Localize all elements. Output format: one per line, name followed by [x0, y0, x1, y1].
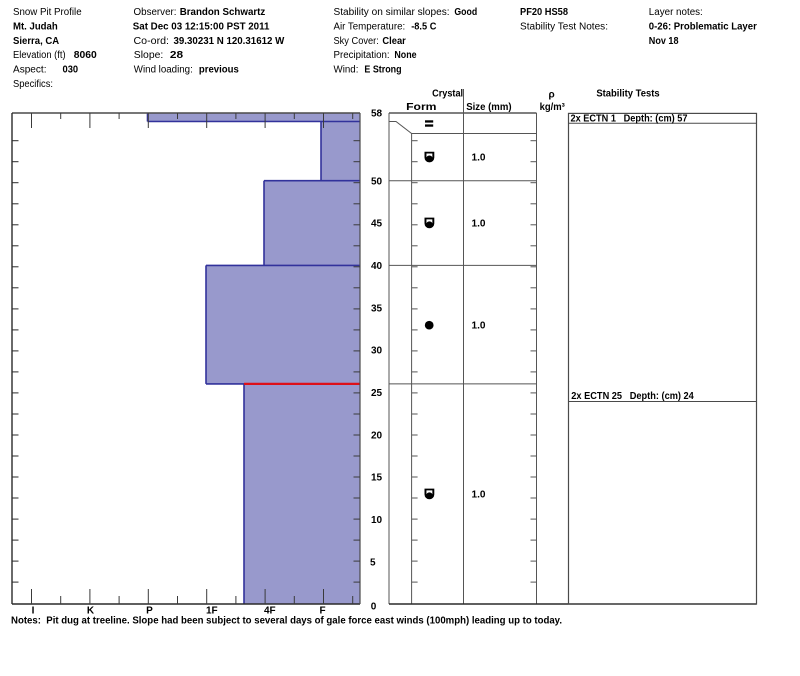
- svg-text:2x ECTN 1 Depth: (cm) 57: 2x ECTN 1 Depth: (cm) 57: [571, 113, 688, 124]
- svg-text:30: 30: [371, 346, 383, 357]
- svg-text:Co-ord:: Co-ord:: [134, 36, 170, 47]
- svg-text:Air Temperature:: Air Temperature:: [334, 22, 406, 33]
- svg-text:Brandon Schwartz: Brandon Schwartz: [180, 7, 266, 18]
- svg-text:15: 15: [371, 473, 383, 484]
- svg-text:Sierra, CA: Sierra, CA: [13, 36, 59, 47]
- svg-text:Mt. Judah: Mt. Judah: [13, 22, 58, 33]
- svg-text:8060: 8060: [74, 50, 97, 61]
- svg-text:58: 58: [371, 109, 383, 120]
- svg-text:Wind:: Wind:: [334, 65, 359, 76]
- svg-text:kg/m³: kg/m³: [540, 102, 566, 113]
- svg-text:40: 40: [371, 261, 383, 272]
- svg-text:Elevation (ft): Elevation (ft): [13, 50, 66, 61]
- svg-text:Aspect:: Aspect:: [13, 65, 47, 76]
- svg-text:1.0: 1.0: [472, 219, 486, 230]
- svg-text:Precipitation:: Precipitation:: [334, 50, 390, 61]
- svg-text:E Strong: E Strong: [364, 65, 401, 76]
- svg-text:Stability on similar slopes:: Stability on similar slopes:: [334, 7, 450, 18]
- svg-text:Stability Tests: Stability Tests: [596, 88, 660, 99]
- svg-text:Snow Pit Profile: Snow Pit Profile: [13, 7, 82, 18]
- svg-text:20: 20: [371, 430, 383, 441]
- svg-text:Nov 18: Nov 18: [649, 36, 679, 47]
- svg-text:1.0: 1.0: [472, 320, 486, 331]
- svg-text:28: 28: [170, 50, 184, 61]
- svg-text:0: 0: [371, 601, 377, 612]
- svg-text:Slope:: Slope:: [134, 50, 164, 61]
- svg-text:PF20 HS58: PF20 HS58: [520, 7, 568, 18]
- svg-text:Sat Dec 03 12:15:00 PST 2011: Sat Dec 03 12:15:00 PST 2011: [133, 22, 270, 33]
- svg-text:Wind loading:: Wind loading:: [134, 65, 193, 76]
- svg-text:ρ: ρ: [549, 90, 555, 101]
- svg-text:35: 35: [371, 303, 383, 314]
- svg-text:030: 030: [63, 65, 79, 76]
- svg-text:4F: 4F: [264, 606, 276, 617]
- svg-text:1F: 1F: [206, 606, 218, 617]
- svg-text:Form: Form: [406, 102, 437, 113]
- svg-text:2x ECTN 25 Depth: (cm) 24: 2x ECTN 25 Depth: (cm) 24: [571, 391, 694, 402]
- svg-text:F: F: [319, 606, 325, 617]
- svg-text:Stability Test Notes:: Stability Test Notes:: [520, 22, 608, 33]
- svg-text:-8.5 C: -8.5 C: [411, 22, 436, 33]
- svg-text:P: P: [146, 606, 153, 617]
- svg-text:50: 50: [371, 176, 383, 187]
- svg-text:K: K: [87, 606, 95, 617]
- svg-text:25: 25: [371, 388, 383, 399]
- svg-text:1.0: 1.0: [472, 153, 486, 164]
- svg-text:Crystal: Crystal: [432, 88, 463, 99]
- svg-text:None: None: [394, 50, 417, 61]
- svg-text:Size (mm): Size (mm): [466, 102, 511, 113]
- svg-text:previous: previous: [199, 65, 239, 76]
- svg-text:1.0: 1.0: [472, 490, 486, 501]
- svg-text:5: 5: [370, 557, 376, 568]
- svg-text:Clear: Clear: [382, 36, 406, 47]
- svg-text:0-26: Problematic Layer: 0-26: Problematic Layer: [649, 22, 757, 33]
- svg-text:Notes: Pit dug at treeline. S: Notes: Pit dug at treeline. Slope had be…: [11, 616, 562, 627]
- svg-text:Observer:: Observer:: [134, 7, 177, 18]
- svg-text:Good: Good: [454, 7, 477, 18]
- svg-text:Layer notes:: Layer notes:: [649, 7, 703, 18]
- svg-text:Sky Cover:: Sky Cover:: [334, 36, 379, 47]
- svg-text:10: 10: [371, 515, 383, 526]
- svg-text:39.30231 N 120.31612 W: 39.30231 N 120.31612 W: [174, 36, 285, 47]
- svg-text:I: I: [32, 606, 35, 617]
- svg-text:45: 45: [371, 219, 383, 230]
- svg-text:Specifics:: Specifics:: [13, 79, 53, 90]
